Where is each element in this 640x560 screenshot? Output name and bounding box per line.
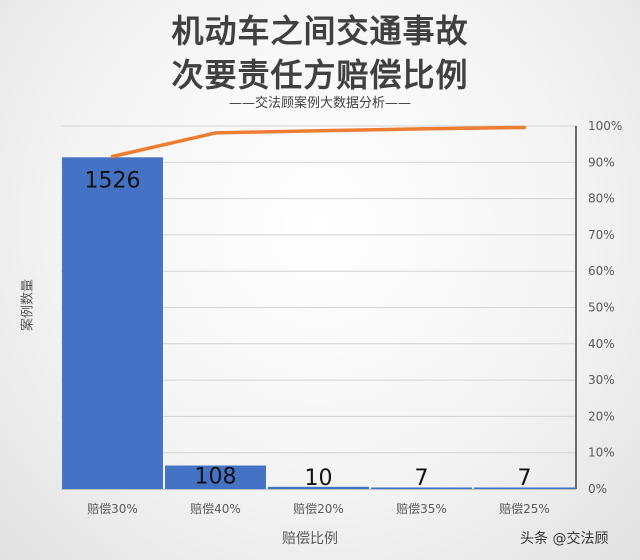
y2-tick-label: 40% xyxy=(588,337,615,351)
y2-tick-label: 0% xyxy=(588,482,607,496)
y2-tick-label: 70% xyxy=(588,228,615,242)
bar xyxy=(371,487,472,489)
x-axis-label: 赔偿比例 xyxy=(282,531,338,547)
x-tick-label: 赔偿30% xyxy=(87,501,138,516)
bar xyxy=(268,486,369,489)
cumulative-line xyxy=(110,125,527,159)
watermark: 头条 @交法顾 xyxy=(520,531,609,547)
y2-tick-label: 60% xyxy=(588,264,615,278)
x-tick-label: 赔偿20% xyxy=(293,501,344,516)
bar xyxy=(474,487,575,489)
bar xyxy=(62,157,163,489)
bar xyxy=(165,465,266,489)
y2-tick-label: 90% xyxy=(588,155,615,169)
data-label: 10 xyxy=(305,466,333,491)
y2-tick-label: 10% xyxy=(588,446,615,460)
y2-tick-label: 80% xyxy=(588,192,615,206)
chart-title-line2: 次要责任方赔偿比例 xyxy=(171,56,469,94)
data-label: 108 xyxy=(195,465,237,490)
chart-subtitle: ——交法顾案例大数据分析—— xyxy=(228,96,411,111)
y-axis-label: 案例数量 xyxy=(20,278,36,332)
x-tick-label: 赔偿25% xyxy=(499,501,550,516)
data-label: 1526 xyxy=(85,168,141,193)
y2-tick-label: 50% xyxy=(588,301,615,315)
x-tick-label: 赔偿40% xyxy=(190,501,241,516)
chart-title-line1: 机动车之间交通事故 xyxy=(171,12,469,50)
y2-tick-label: 30% xyxy=(588,373,615,387)
x-tick-label: 赔偿35% xyxy=(396,501,447,516)
data-label: 7 xyxy=(518,466,532,491)
y2-tick-label: 100% xyxy=(588,119,622,133)
y2-tick-label: 20% xyxy=(588,409,615,423)
data-label: 7 xyxy=(415,466,429,491)
